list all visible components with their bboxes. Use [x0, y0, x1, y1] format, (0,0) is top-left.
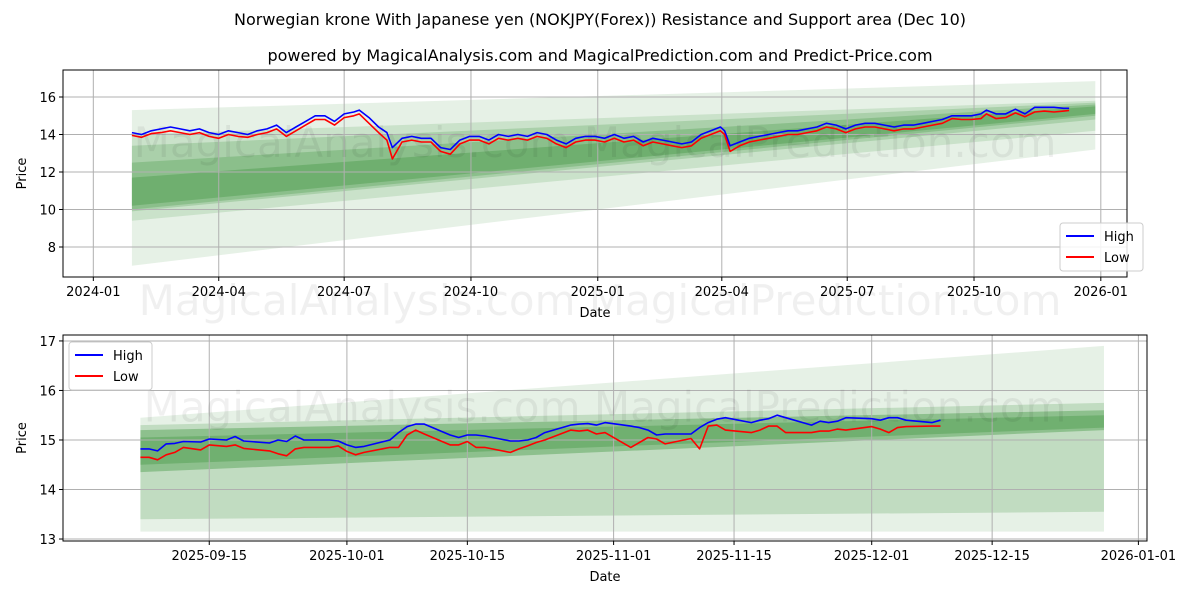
legend-label-high: High: [1104, 230, 1134, 245]
plot-frame: [62, 69, 1128, 278]
x-axis-label: Date: [579, 306, 610, 321]
x-axis-label: Date: [589, 570, 620, 585]
legend-label-low: Low: [1104, 251, 1130, 266]
x-tick-label: 2024-07: [317, 285, 371, 300]
y-tick-label: 10: [39, 204, 56, 219]
x-tick-label: 2025-07: [820, 285, 874, 300]
legend-label-low: Low: [113, 370, 139, 385]
x-tick-label: 2025-11-15: [696, 549, 772, 564]
series-line-low: [140, 424, 941, 461]
watermark: MagicalAnalysis.com MagicalPrediction.co…: [139, 276, 1062, 325]
y-tick-label: 12: [39, 166, 56, 181]
support-resistance-band: [131, 100, 1096, 221]
x-tick-label: 2024-10: [444, 285, 498, 300]
support-resistance-band: [131, 104, 1096, 210]
y-tick-label: 13: [39, 533, 56, 548]
y-axis-label: Price: [15, 422, 30, 454]
x-tick-label: 2025-10-15: [430, 549, 506, 564]
x-tick-label: 2026-01: [1074, 285, 1128, 300]
chart-2: 13 14 15 16 17 2025-09-15 2025-10-01 2025-10-15…: [15, 334, 1177, 585]
y-tick-label: 14: [39, 484, 56, 499]
y-tick-label: 16: [39, 91, 56, 106]
x-tick-label: 2024-04: [192, 285, 246, 300]
x-tick-label: 2025-11-01: [576, 549, 652, 564]
legend: High Low: [68, 341, 153, 391]
watermark: MagicalAnalysis.com MagicalPrediction.co…: [144, 383, 1067, 432]
y-tick-label: 8: [48, 241, 56, 256]
y-axis-label: Price: [15, 158, 30, 190]
x-tick-label: 2025-10-01: [309, 549, 385, 564]
chart-title: Norwegian krone With Japanese yen (NOKJP…: [234, 10, 966, 29]
y-tick-label: 16: [39, 384, 56, 399]
y-tick-label: 14: [39, 129, 56, 144]
series-line-low: [131, 109, 1070, 160]
legend: High Low: [1059, 222, 1144, 272]
chart-subtitle: powered by MagicalAnalysis.com and Magic…: [267, 46, 933, 65]
support-resistance-band: [131, 106, 1096, 206]
support-resistance-band: [140, 402, 1104, 520]
legend-label-high: High: [113, 349, 143, 364]
y-tick-label: 15: [39, 434, 56, 449]
x-tick-label: 2025-12-15: [954, 549, 1030, 564]
x-tick-label: 2024-01: [66, 285, 120, 300]
plot-frame: [62, 334, 1148, 542]
series-line-high: [140, 414, 941, 452]
x-tick-label: 2025-12-01: [834, 549, 910, 564]
x-tick-label: 2025-04: [695, 285, 749, 300]
x-tick-label: 2026-01-01: [1101, 549, 1177, 564]
x-tick-label: 2025-01: [571, 285, 625, 300]
series-line-high: [131, 106, 1070, 151]
support-resistance-band: [140, 410, 1104, 473]
x-tick-label: 2025-09-15: [171, 549, 247, 564]
chart-1: 8 10 12 14 16 2024-01 2024-04 2024-07 2024-10 202…: [15, 69, 1144, 325]
support-resistance-band: [140, 345, 1104, 532]
watermark: MagicalAnalysis.com MagicalPrediction.co…: [134, 118, 1057, 167]
y-tick-label: 17: [39, 335, 56, 350]
x-tick-label: 2025-10: [947, 285, 1001, 300]
